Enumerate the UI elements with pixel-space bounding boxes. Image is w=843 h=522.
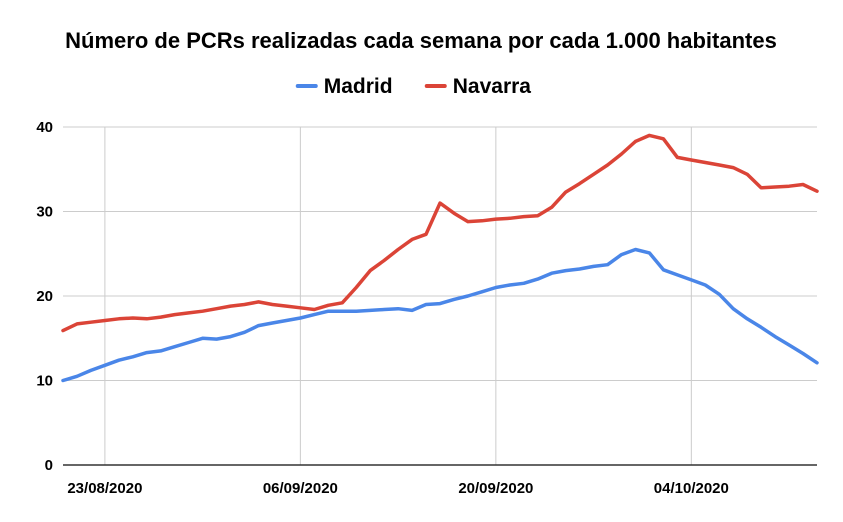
x-tick-label: 06/09/2020: [263, 480, 338, 497]
legend-label-madrid: Madrid: [324, 75, 393, 98]
y-tick-label: 10: [36, 373, 53, 390]
x-tick-label: 20/09/2020: [458, 480, 533, 497]
series-line-madrid: [61, 247, 819, 383]
series-line-navarra: [61, 133, 819, 333]
gridlines: [63, 126, 817, 465]
x-tick-label: 23/08/2020: [67, 480, 142, 497]
tick-labels: 0 10 20 30 40 23/08/2020 06/09/2020 20/09/2020 0…: [36, 119, 729, 497]
y-tick-label: 40: [36, 119, 53, 136]
y-tick-label: 20: [36, 288, 53, 305]
y-tick-label: 30: [36, 204, 53, 221]
legend: Madrid Navarra: [295, 75, 532, 98]
y-tick-label: 0: [45, 457, 53, 474]
legend-label-navarra: Navarra: [453, 75, 532, 98]
series-lines: [61, 133, 819, 383]
chart-title: Número de PCRs realizadas cada semana po…: [65, 28, 777, 53]
x-tick-label: 04/10/2020: [654, 480, 729, 497]
